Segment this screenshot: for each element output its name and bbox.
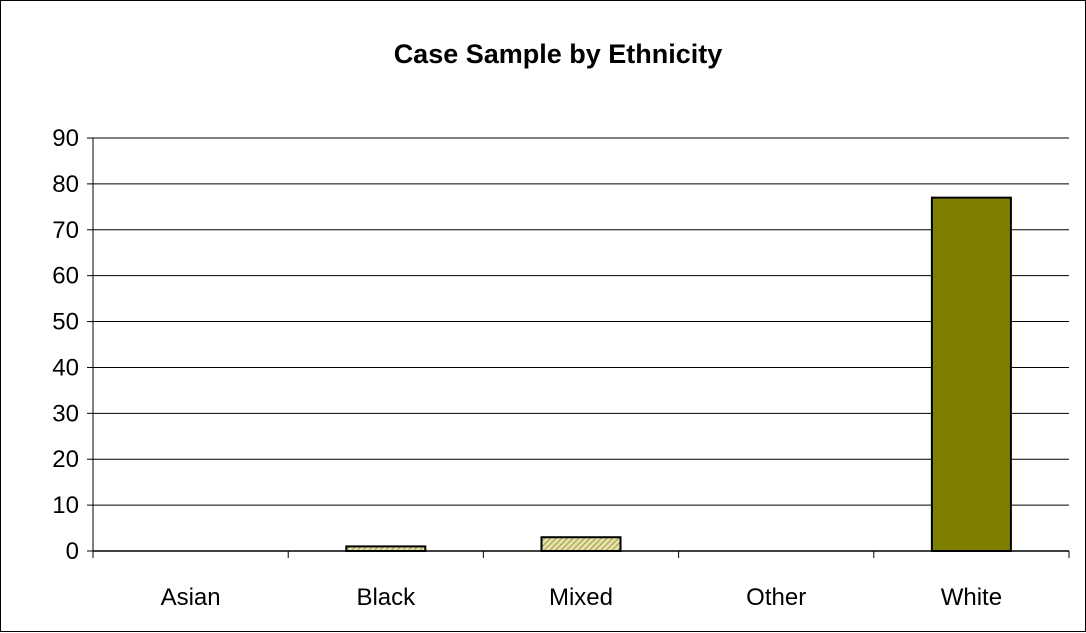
x-axis-tick-labels: Asian Black Mixed Other White	[161, 584, 1003, 611]
bar-white	[930, 196, 1012, 552]
y-tick-label: 90	[52, 125, 79, 152]
y-axis-tick-labels: 0 10 20 30 40 50 60 70 80 90	[52, 125, 79, 565]
y-tick-label: 60	[52, 263, 79, 290]
x-tick-label: Black	[356, 584, 416, 611]
y-tick-label: 10	[52, 492, 79, 519]
bar-black	[345, 545, 427, 553]
y-tick-label: 0	[66, 538, 79, 565]
y-tick-label: 80	[52, 171, 79, 198]
y-tick-label: 30	[52, 400, 79, 427]
bars	[345, 196, 1012, 553]
x-tick-label: Asian	[161, 584, 221, 611]
bar-mixed	[540, 536, 622, 553]
y-tick-label: 20	[52, 446, 79, 473]
x-tick-label: Other	[746, 584, 806, 611]
x-tick-label: White	[941, 584, 1002, 611]
y-tick-label: 70	[52, 217, 79, 244]
y-tick-label: 50	[52, 309, 79, 336]
chart-title: Case Sample by Ethnicity	[394, 39, 723, 69]
gridlines	[93, 137, 1069, 506]
axes	[87, 137, 1070, 558]
x-tick-label: Mixed	[549, 584, 613, 611]
y-tick-label: 40	[52, 354, 79, 381]
